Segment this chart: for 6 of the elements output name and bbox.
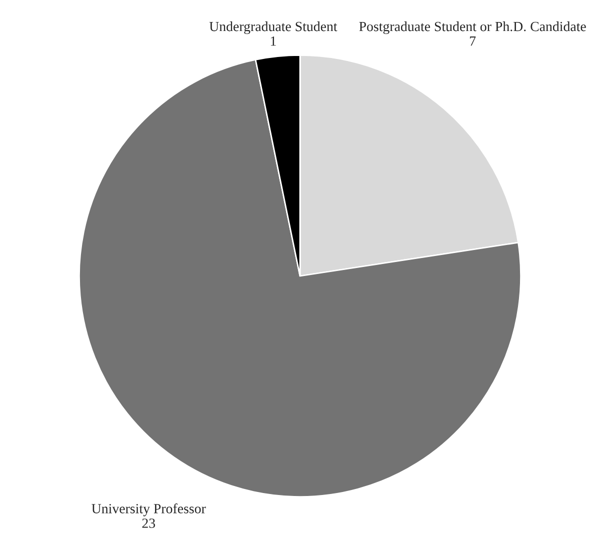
slice-label: University Professor [92, 503, 206, 516]
data-label: 1 [270, 36, 276, 46]
data-label: 23 [142, 518, 156, 528]
slice-label: Postgraduate Student or Ph.D. Candidate [359, 21, 586, 34]
data-label: 7 [470, 36, 476, 46]
slice-label: Undergraduate Student [209, 21, 338, 34]
